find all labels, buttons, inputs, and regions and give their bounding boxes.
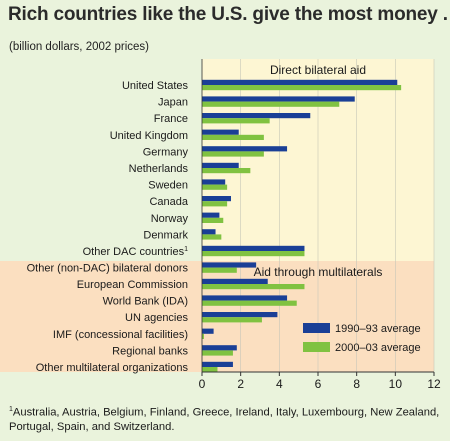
bar-series-1990 (202, 278, 268, 284)
category-label: United Kingdom (110, 130, 188, 142)
category-label: Norway (151, 213, 189, 225)
category-label: Japan (158, 97, 188, 109)
bar-series-2000 (202, 151, 264, 157)
category-label: European Commission (77, 279, 188, 291)
bar-series-2000 (202, 284, 305, 290)
bar-series-2000 (202, 251, 305, 257)
bar-series-1990 (202, 245, 305, 251)
bar-series-2000 (202, 367, 218, 373)
category-label: Netherlands (129, 163, 189, 175)
legend-swatch (303, 342, 330, 352)
category-label: Other (non-DAC) bilateral donors (27, 263, 189, 275)
bar-chart: Direct bilateral aid United States Japan Fr… (0, 59, 441, 391)
bar-series-1990 (202, 295, 288, 301)
category-label: Other multilateral organizations (36, 362, 189, 374)
category-label: Regional banks (112, 345, 188, 357)
bar-series-2000 (202, 118, 270, 124)
category-label: UN agencies (125, 312, 188, 324)
bar-series-1990 (202, 212, 220, 218)
x-tick-label: 10 (389, 377, 403, 391)
bar-series-1990 (202, 196, 231, 202)
category-label: Canada (149, 196, 188, 208)
bar-series-1990 (202, 146, 288, 152)
bar-series-1990 (202, 162, 239, 168)
bar-series-2000 (202, 201, 228, 207)
x-tick-label: 6 (315, 377, 322, 391)
legend-label: 1990–93 average (335, 323, 421, 335)
bar-series-2000 (202, 134, 264, 140)
bar-series-2000 (202, 85, 402, 91)
chart-title: Rich countries like the U.S. give the mo… (8, 4, 450, 25)
category-label: Sweden (148, 180, 188, 192)
bar-series-2000 (202, 317, 262, 323)
bar-series-1990 (202, 361, 233, 367)
bar-series-1990 (202, 96, 355, 102)
bar-series-1990 (202, 113, 311, 119)
legend-label: 2000–03 average (335, 342, 421, 354)
footnote-marker: 1 (9, 406, 13, 413)
legend-swatch (303, 323, 330, 333)
group-header: Aid through multilaterals (254, 265, 383, 279)
bar-series-1990 (202, 345, 237, 351)
footnote-marker: 1 (184, 246, 188, 253)
category-label: United States (122, 80, 189, 92)
footnote-text: Australia, Austria, Belgium, Finland, Gr… (9, 406, 440, 433)
group-header: Direct bilateral aid (270, 63, 366, 77)
category-label: France (154, 113, 188, 125)
bar-series-2000 (202, 234, 222, 240)
bar-series-2000 (202, 267, 237, 273)
category-label: Denmark (143, 229, 188, 241)
bar-series-1990 (202, 312, 278, 318)
category-label: World Bank (IDA) (103, 296, 188, 308)
bar-series-2000 (202, 333, 204, 339)
bar-series-1990 (202, 179, 226, 185)
bar-series-2000 (202, 300, 297, 306)
category-label: IMF (concessional facilities) (53, 329, 188, 341)
bar-series-2000 (202, 350, 233, 356)
category-label: Other DAC countries1 (83, 246, 188, 258)
x-tick-label: 12 (427, 377, 441, 391)
x-tick-label: 8 (353, 377, 360, 391)
bar-series-1990 (202, 262, 257, 268)
x-tick-label: 4 (276, 377, 283, 391)
category-label: Germany (143, 146, 189, 158)
footnote: 1Australia, Austria, Belgium, Finland, G… (9, 403, 441, 434)
bar-series-2000 (202, 217, 224, 223)
bar-series-2000 (202, 101, 340, 107)
bar-series-1990 (202, 79, 398, 85)
x-tick-label: 0 (199, 377, 206, 391)
x-tick-label: 2 (237, 377, 244, 391)
bar-series-2000 (202, 168, 251, 174)
chart-subtitle: (billion dollars, 2002 prices) (9, 41, 149, 53)
bar-series-1990 (202, 229, 216, 235)
bar-series-1990 (202, 129, 239, 135)
bar-series-1990 (202, 328, 214, 334)
bar-series-2000 (202, 184, 228, 190)
